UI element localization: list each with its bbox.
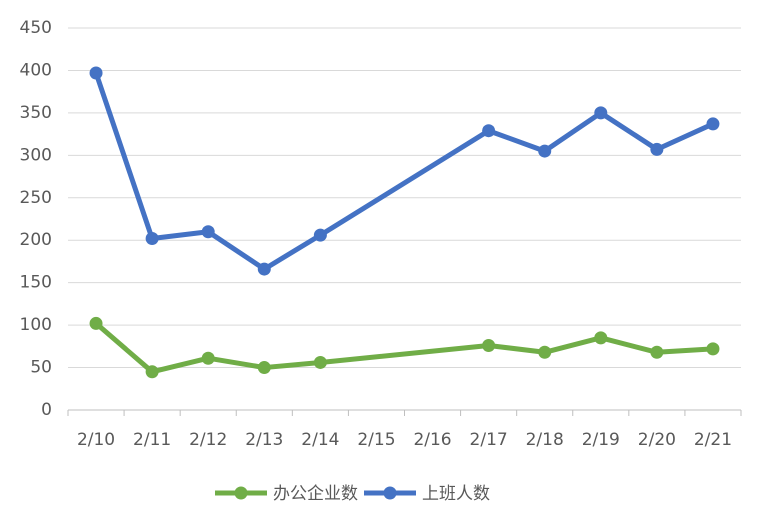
point bbox=[145, 232, 159, 246]
point bbox=[89, 316, 103, 330]
y-tick-label: 150 bbox=[20, 273, 52, 293]
point bbox=[89, 66, 103, 80]
y-tick-label: 0 bbox=[41, 400, 52, 420]
line-segment bbox=[542, 335, 604, 355]
y-tick-label: 50 bbox=[30, 358, 52, 378]
y-tick-label: 350 bbox=[20, 103, 52, 123]
line-segment bbox=[261, 359, 323, 371]
line-segment bbox=[486, 128, 548, 154]
point bbox=[145, 365, 159, 379]
legend-label: 办公企业数 bbox=[273, 484, 358, 504]
point bbox=[313, 228, 327, 242]
line-segment bbox=[205, 355, 267, 371]
legend-marker bbox=[234, 486, 248, 500]
point bbox=[650, 345, 664, 359]
line-segment bbox=[317, 342, 492, 365]
line-segment bbox=[149, 355, 211, 375]
line-segment bbox=[486, 342, 548, 355]
line-segment bbox=[205, 229, 267, 272]
point bbox=[706, 117, 720, 131]
x-tick-label: 2/18 bbox=[526, 430, 564, 450]
x-tick-label: 2/20 bbox=[638, 430, 676, 450]
y-tick-label: 400 bbox=[20, 60, 52, 80]
line-segment bbox=[93, 70, 155, 242]
point bbox=[594, 331, 608, 345]
y-tick-label: 250 bbox=[20, 188, 52, 208]
point bbox=[313, 355, 327, 369]
point bbox=[482, 338, 496, 352]
x-tick-label: 2/12 bbox=[189, 430, 227, 450]
x-tick-label: 2/19 bbox=[582, 430, 620, 450]
point bbox=[201, 225, 215, 239]
x-tick-label: 2/14 bbox=[301, 430, 339, 450]
line-segment bbox=[654, 346, 716, 355]
line-segment bbox=[598, 335, 660, 355]
point bbox=[706, 342, 720, 356]
point bbox=[257, 262, 271, 276]
x-tick-label: 2/11 bbox=[133, 430, 171, 450]
point bbox=[538, 144, 552, 158]
line-segment bbox=[317, 128, 492, 238]
point bbox=[594, 106, 608, 120]
line-segment bbox=[654, 121, 716, 152]
y-tick-label: 200 bbox=[20, 230, 52, 250]
x-tick-label: 2/21 bbox=[694, 430, 732, 450]
x-tick-label: 2/16 bbox=[413, 430, 451, 450]
x-tick-label: 2/17 bbox=[470, 430, 508, 450]
y-tick-label: 450 bbox=[20, 18, 52, 38]
x-tick-label: 2/13 bbox=[245, 430, 283, 450]
line-segment bbox=[149, 229, 211, 242]
point bbox=[538, 345, 552, 359]
line-segment bbox=[542, 110, 604, 154]
legend-label: 上班人数 bbox=[422, 484, 490, 504]
y-tick-label: 300 bbox=[20, 145, 52, 165]
line-segment bbox=[261, 232, 323, 272]
point bbox=[257, 361, 271, 375]
line-segment bbox=[93, 320, 155, 375]
x-tick-label: 2/10 bbox=[77, 430, 115, 450]
point bbox=[482, 124, 496, 138]
point bbox=[201, 351, 215, 365]
x-tick-label: 2/15 bbox=[357, 430, 395, 450]
legend-marker bbox=[383, 486, 397, 500]
line-segment bbox=[598, 110, 660, 152]
point bbox=[650, 142, 664, 156]
y-tick-label: 100 bbox=[20, 315, 52, 335]
